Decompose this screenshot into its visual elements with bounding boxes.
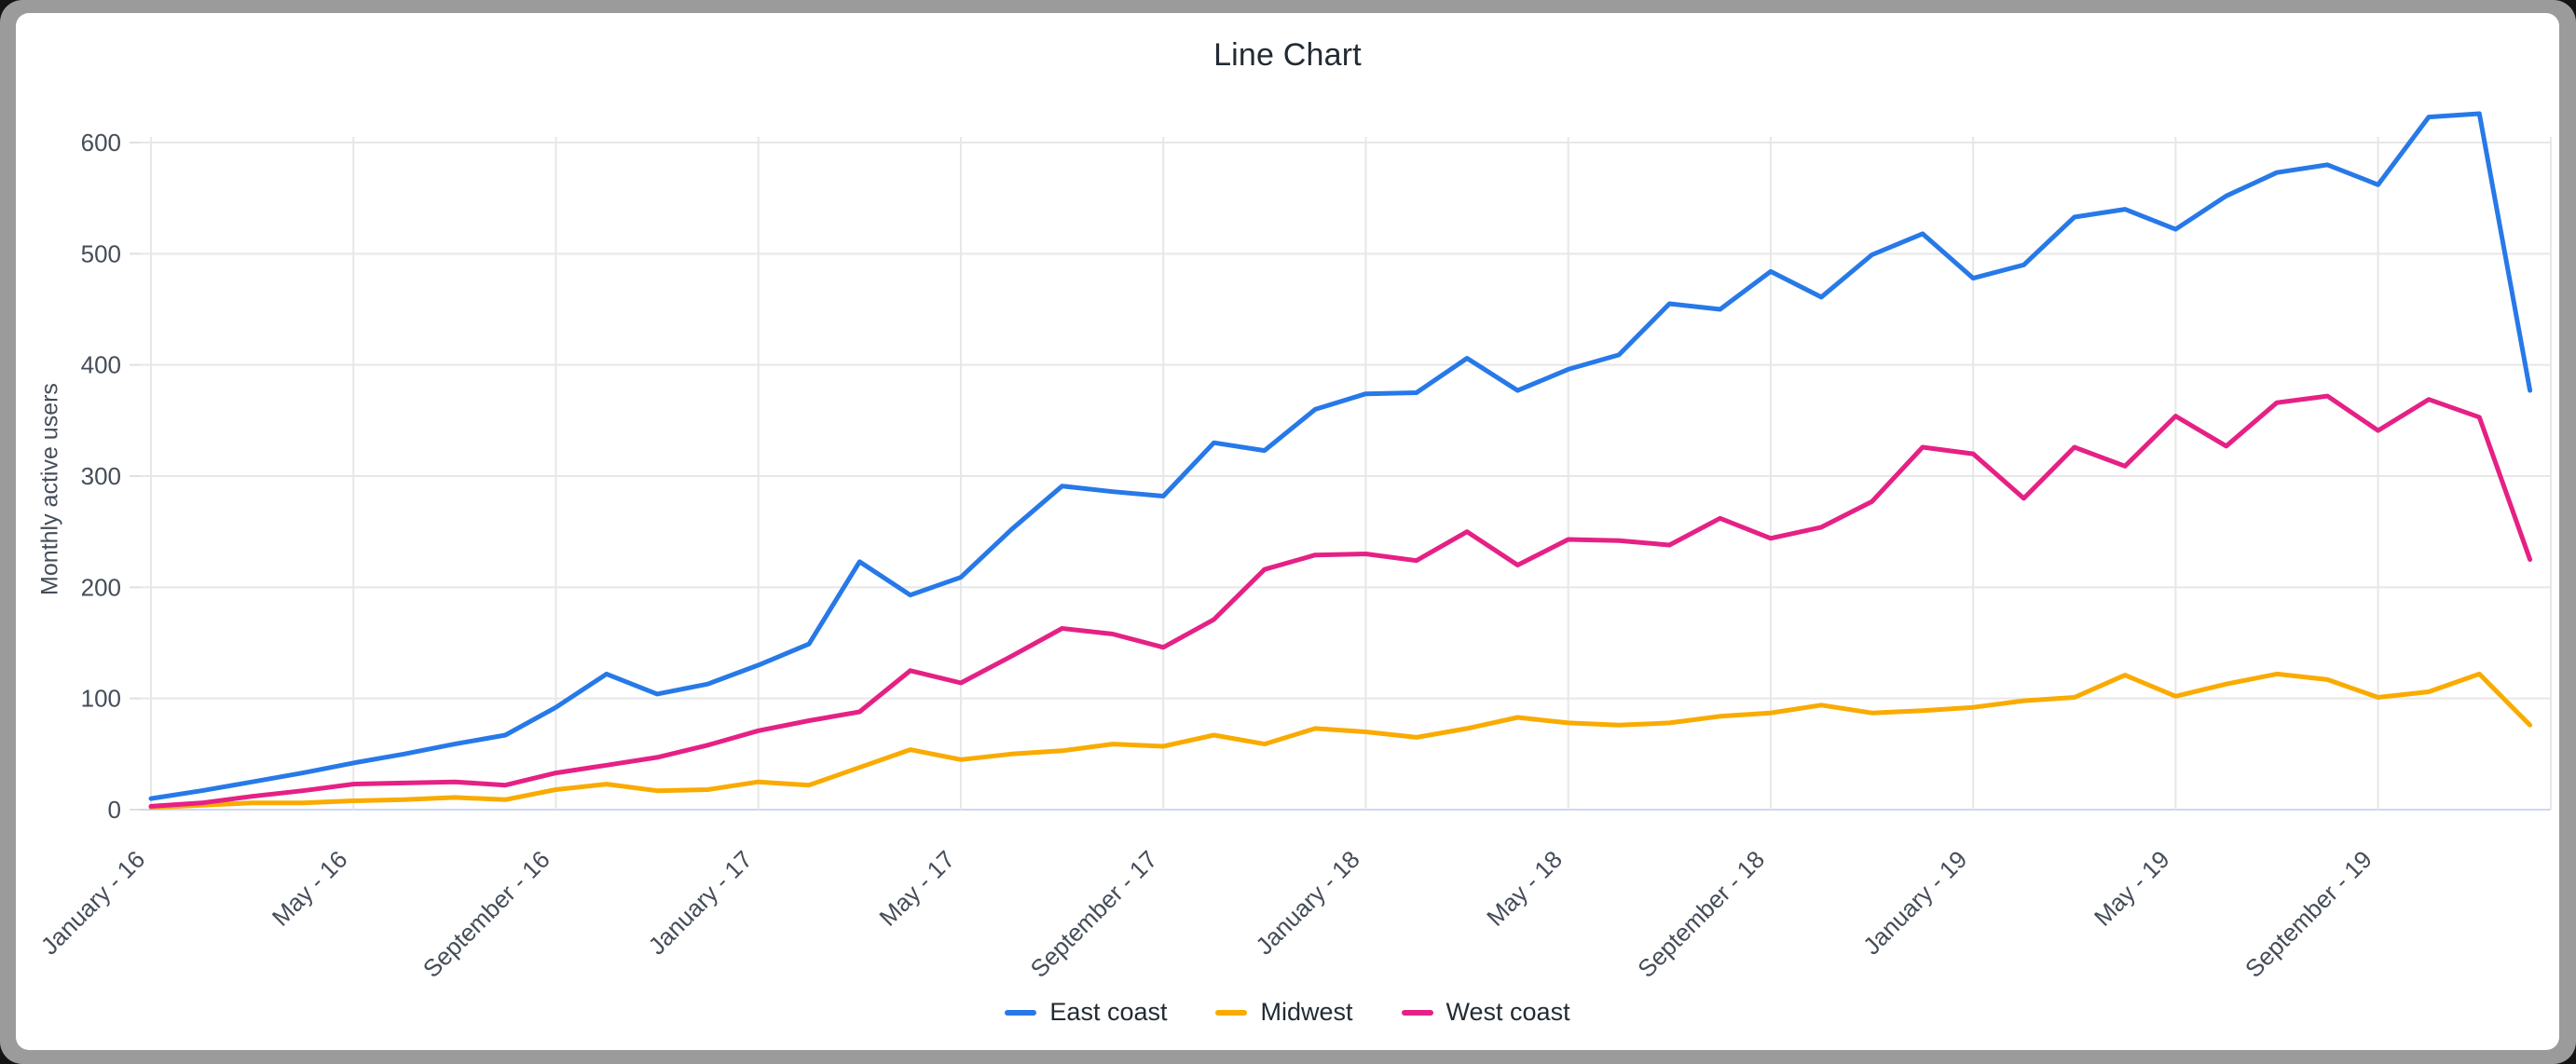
legend-item-west-coast: West coast bbox=[1401, 998, 1570, 1027]
y-tick-label: 200 bbox=[81, 573, 121, 601]
y-tick-label: 0 bbox=[108, 796, 121, 824]
chart-legend: East coast Midwest West coast bbox=[16, 998, 2559, 1027]
line-chart-canvas[interactable]: 0 100 200 300 400 500 600 January - 16 May - 16 S… bbox=[16, 13, 2559, 1050]
y-tick-label: 500 bbox=[81, 239, 121, 267]
x-gridlines bbox=[150, 137, 2552, 810]
x-tick-label: September - 18 bbox=[1632, 845, 1770, 983]
x-tick-label: May - 16 bbox=[267, 845, 353, 932]
legend-label: West coast bbox=[1446, 998, 1570, 1026]
legend-item-east-coast: East coast bbox=[1005, 998, 1167, 1027]
y-tick-label: 600 bbox=[81, 129, 121, 157]
chart-title: Line Chart bbox=[1213, 37, 1362, 73]
legend-swatch-icon bbox=[1401, 1009, 1433, 1016]
x-tick-label: September - 16 bbox=[418, 845, 555, 983]
y-tick-label: 100 bbox=[81, 685, 121, 713]
y-tick-label: 400 bbox=[81, 351, 121, 379]
x-tick-label: May - 17 bbox=[873, 845, 960, 932]
y-gridlines: 0 100 200 300 400 500 600 bbox=[81, 129, 2551, 824]
legend-item-midwest: Midwest bbox=[1215, 998, 1353, 1027]
y-tick-label: 300 bbox=[81, 462, 121, 490]
x-tick-label: September - 17 bbox=[1025, 845, 1163, 983]
x-tick-label: January - 16 bbox=[35, 845, 150, 960]
x-tick-label: January - 19 bbox=[1857, 845, 1972, 960]
series-east-coast bbox=[148, 111, 2533, 801]
x-tick-label: May - 19 bbox=[2089, 845, 2175, 932]
legend-swatch-icon bbox=[1215, 1009, 1248, 1016]
x-tick-label: January - 18 bbox=[1250, 845, 1364, 960]
legend-label: Midwest bbox=[1260, 998, 1353, 1026]
series-west-coast bbox=[148, 393, 2533, 809]
series-midwest bbox=[148, 671, 2533, 811]
chart-card: Line Chart Monthly active users 0 100 200 3… bbox=[16, 13, 2559, 1050]
x-tick-label: January - 17 bbox=[643, 845, 758, 960]
x-tick-label: September - 19 bbox=[2240, 845, 2377, 983]
x-tick-labels: January - 16 May - 16 September - 16 Januar… bbox=[35, 845, 2377, 983]
legend-label: East coast bbox=[1049, 998, 1168, 1026]
x-tick-label: May - 18 bbox=[1481, 845, 1568, 932]
legend-swatch-icon bbox=[1005, 1009, 1037, 1016]
